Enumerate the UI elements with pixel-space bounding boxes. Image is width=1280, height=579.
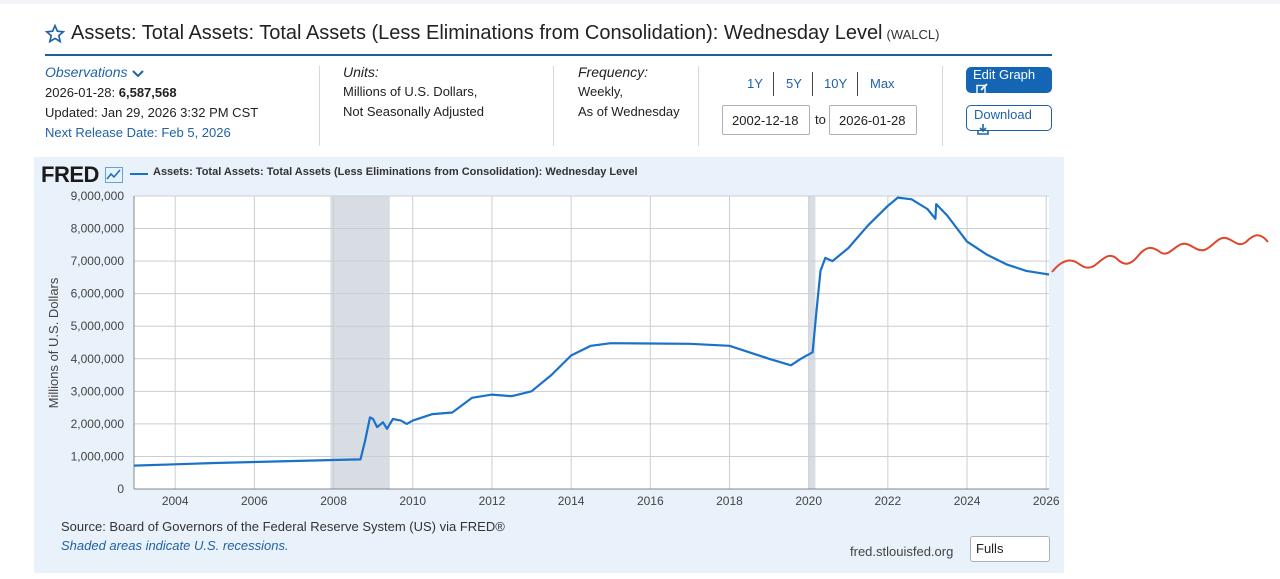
x-tick-label: 2026 [1033, 494, 1060, 508]
edit-graph-label: Edit Graph [973, 67, 1036, 82]
observation-value: 6,587,568 [118, 85, 177, 100]
frequency-line1: Weekly, [578, 84, 624, 99]
observations-label: Observations [45, 64, 128, 80]
range-separator [857, 72, 858, 96]
to-label: to [815, 112, 826, 127]
annotation-scribble [1051, 234, 1269, 273]
star-icon[interactable] [45, 24, 65, 44]
x-tick-label: 2018 [716, 494, 743, 508]
observation-date: 2026-01-28: [45, 85, 116, 100]
recession-note: Shaded areas indicate U.S. recessions. [61, 538, 289, 553]
top-strip [0, 0, 1280, 4]
page-title: Assets: Total Assets: Total Assets (Less… [71, 22, 939, 45]
y-tick-label: 1,000,000 [71, 449, 125, 463]
legend-swatch [130, 173, 148, 175]
y-tick-label: 3,000,000 [71, 384, 125, 398]
y-tick-label: 0 [117, 482, 124, 496]
x-tick-label: 2012 [479, 494, 506, 508]
chevron-down-icon [132, 69, 144, 77]
frequency-line2: As of Wednesday [578, 104, 680, 119]
next-release-link[interactable]: Next Release Date: Feb 5, 2026 [45, 125, 231, 140]
recession-band [330, 196, 390, 489]
divider [319, 66, 320, 146]
range-max-button[interactable]: Max [870, 76, 895, 91]
legend-label: Assets: Total Assets: Total Assets (Less… [153, 166, 638, 178]
y-tick-label: 5,000,000 [71, 319, 125, 333]
page-header: Assets: Total Assets: Total Assets (Less… [45, 18, 1052, 56]
x-tick-label: 2008 [320, 494, 347, 508]
plot-area [134, 196, 1049, 489]
y-tick-label: 8,000,000 [71, 222, 125, 236]
updated-text: Updated: Jan 29, 2026 3:32 PM CST [45, 105, 259, 120]
recession-band [808, 196, 816, 489]
observations-toggle[interactable]: Observations [45, 62, 258, 83]
y-tick-label: 4,000,000 [71, 352, 125, 366]
units-line1: Millions of U.S. Dollars, [343, 84, 478, 99]
units-label: Units: [343, 64, 379, 80]
y-tick-label: 9,000,000 [71, 189, 125, 203]
y-tick-label: 2,000,000 [71, 417, 125, 431]
range-separator [812, 72, 813, 96]
series-id: (WALCL) [886, 27, 940, 42]
edit-graph-button[interactable]: Edit Graph [966, 67, 1052, 95]
frequency-block: Frequency: Weekly, As of Wednesday [578, 62, 680, 122]
start-date-input[interactable] [722, 105, 810, 135]
download-button[interactable]: Download [966, 105, 1052, 135]
series-line [133, 196, 1050, 467]
units-block: Units: Millions of U.S. Dollars, Not Sea… [343, 62, 484, 122]
x-tick-label: 2004 [162, 494, 189, 508]
fullscreen-label: Fulls [976, 541, 1004, 556]
x-tick-label: 2016 [637, 494, 664, 508]
source-note: Source: Board of Governors of the Federa… [61, 519, 505, 534]
edit-icon [976, 83, 988, 95]
end-date-input[interactable] [829, 105, 917, 135]
x-tick-label: 2006 [241, 494, 268, 508]
range-separator [773, 72, 774, 96]
observations-block: Observations 2026-01-28: 6,587,568 Updat… [45, 62, 258, 143]
series-title: Assets: Total Assets: Total Assets (Less… [71, 22, 883, 44]
range-1y-button[interactable]: 1Y [747, 76, 763, 91]
download-label: Download [974, 107, 1032, 122]
fullscreen-button[interactable]: Fulls [970, 536, 1050, 562]
x-tick-label: 2022 [875, 494, 902, 508]
divider [698, 66, 699, 146]
range-5y-button[interactable]: 5Y [786, 76, 802, 91]
fred-site-link[interactable]: fred.stlouisfed.org [850, 544, 954, 559]
x-tick-label: 2010 [399, 494, 426, 508]
units-line2: Not Seasonally Adjusted [343, 104, 484, 119]
divider [553, 66, 554, 146]
fred-logo: FRED [41, 162, 123, 188]
y-axis-title: Millions of U.S. Dollars [46, 277, 61, 408]
x-tick-label: 2020 [795, 494, 822, 508]
x-tick-label: 2014 [558, 494, 585, 508]
frequency-label: Frequency: [578, 64, 649, 80]
x-tick-label: 2024 [954, 494, 981, 508]
divider [942, 66, 943, 146]
y-tick-label: 7,000,000 [71, 254, 125, 268]
y-tick-label: 6,000,000 [71, 287, 125, 301]
range-10y-button[interactable]: 10Y [824, 76, 848, 91]
fred-logo-text: FRED [41, 162, 99, 187]
chart-trend-icon [104, 167, 123, 183]
download-icon [977, 124, 989, 135]
